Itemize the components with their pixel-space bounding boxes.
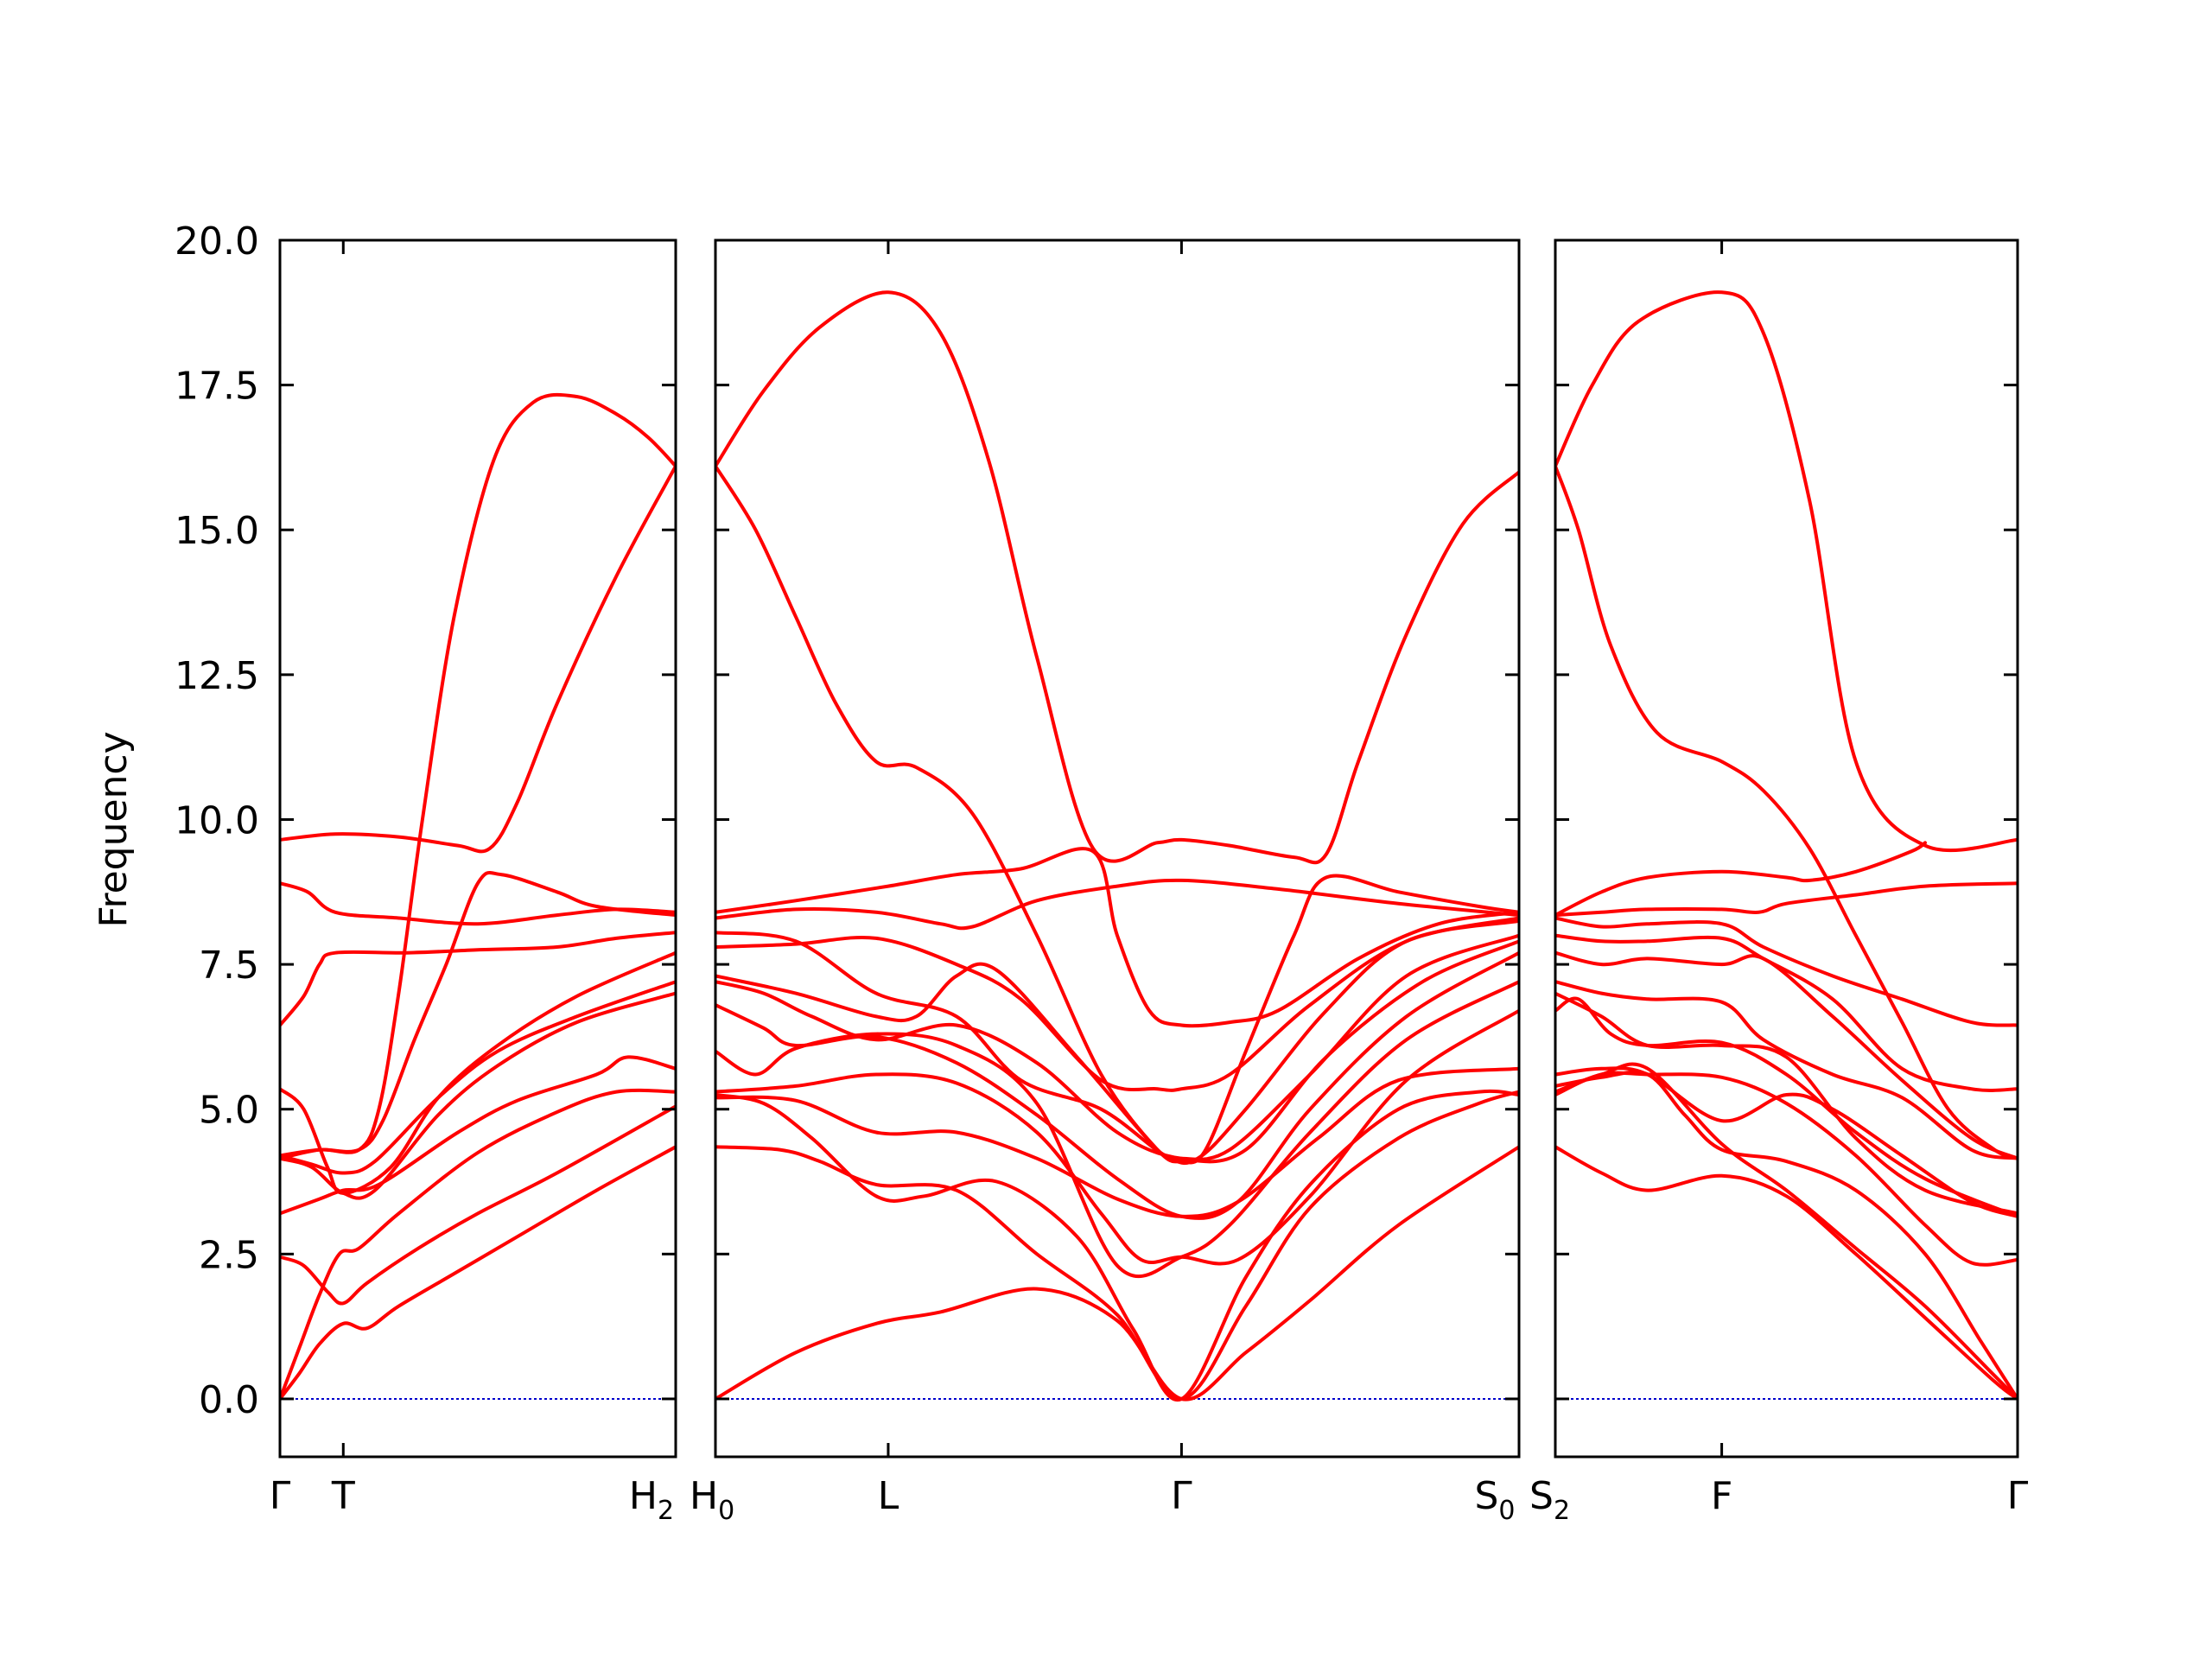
y-axis-label: Frequency [92,731,136,927]
band-line-panel2-7 [715,1008,1519,1266]
band-line-panel1-12 [280,392,676,1160]
ytick-label-8: 20.0 [175,219,259,264]
xtick-label-panel3-0: S2 [1529,1474,1570,1526]
band-line-panel1-8 [280,871,676,1158]
xtick-label-end-panel2-subscript: 0 [1498,1496,1515,1526]
band-line-panel3-14 [1555,881,2018,918]
xtick-label-panel2-0: H0 [690,1474,734,1526]
xtick-label-end-panel2: S0 [1474,1474,1515,1526]
band-line-panel3-1 [1555,290,2018,853]
band-line-panel2-10 [715,939,1519,1164]
band-line-panel2-12 [715,916,1519,1092]
band-line-panel2-14 [715,878,1519,931]
band-line-panel1-1 [280,1145,676,1401]
ytick-label-5: 12.5 [175,654,259,698]
xtick-label-end-panel1: H2 [629,1474,674,1526]
ytick-label-7: 17.5 [175,365,259,409]
panel-frame-1 [278,238,677,1459]
band-line-panel3-4 [1555,1062,2018,1401]
ytick-label-2: 5.0 [199,1089,259,1133]
ytick-label-1: 2.5 [199,1233,259,1277]
band-line-panel1-11 [280,464,676,854]
y-axis: 0.0 2.5 5.0 7.5 10.0 12.5 15.0 17.5 20.0 [175,219,259,1422]
xtick-label-panel3-0-subscript: 2 [1554,1496,1570,1526]
xtick-label-panel1-1: T [331,1474,355,1518]
bands-panel-3 [1555,290,2018,1401]
panel-frame-3 [1554,238,2019,1459]
band-line-panel2-6 [715,1066,1519,1218]
panel-frame-2 [714,238,1521,1459]
band-line-panel2-15 [715,847,1519,1028]
ytick-label-6: 15.0 [175,509,259,553]
xtick-label-panel3-2: Γ [2007,1474,2029,1518]
band-line-panel2-9 [715,950,1519,1220]
band-line-panel3-9 [1555,991,2018,1216]
panel-1 [278,238,677,1459]
band-line-panel2-4 [715,1090,1519,1402]
xtick-label-panel3-1: F [1711,1474,1732,1518]
band-line-panel1-3 [280,1104,676,1306]
panel-3 [1554,238,2019,1459]
band-line-panel3-10 [1555,980,2018,1160]
bands-panel-2 [715,290,1519,1402]
xtick-label-panel2-0-subscript: 0 [718,1496,734,1526]
band-line-panel3-3 [1555,1145,2018,1401]
ytick-label-0: 0.0 [199,1378,259,1422]
ytick-label-4: 10.0 [175,798,259,842]
ytick-label-3: 7.5 [199,944,259,988]
band-line-panel3-2 [1555,464,2018,1160]
band-line-panel1-2 [280,1088,676,1401]
band-line-panel2-1 [715,290,1519,865]
band-line-panel3-15 [1555,841,1927,918]
bands-panel-1 [280,392,676,1401]
band-line-panel3-12 [1555,933,2018,1092]
band-line-panel1-5 [280,991,676,1200]
band-line-panel2-2 [715,464,1519,1165]
xtick-label-panel2-2: Γ [1171,1474,1192,1518]
band-line-panel3-6 [1555,1066,2018,1218]
panels-group: Γ T H2 H0 L Γ S0 S2 F Γ [270,238,2029,1526]
xtick-label-panel1-0: Γ [270,1474,291,1518]
band-line-panel1-7 [280,950,676,1195]
band-line-panel2-11 [715,933,1519,1162]
band-line-panel2-13 [715,918,1519,1166]
band-line-panel3-7 [1555,1071,2018,1267]
band-line-panel1-4 [280,1055,676,1216]
panel-2 [714,238,1521,1459]
band-line-panel2-3 [715,1145,1519,1402]
band-line-panel2-5 [715,1089,1519,1402]
band-line-panel1-9 [280,931,676,1027]
band-line-panel3-8 [1555,996,2018,1218]
band-line-panel1-10 [280,881,676,926]
band-line-panel3-13 [1555,916,2018,1027]
xtick-label-end-panel1-subscript: 2 [658,1496,674,1526]
xtick-label-panel2-1: L [878,1474,899,1518]
